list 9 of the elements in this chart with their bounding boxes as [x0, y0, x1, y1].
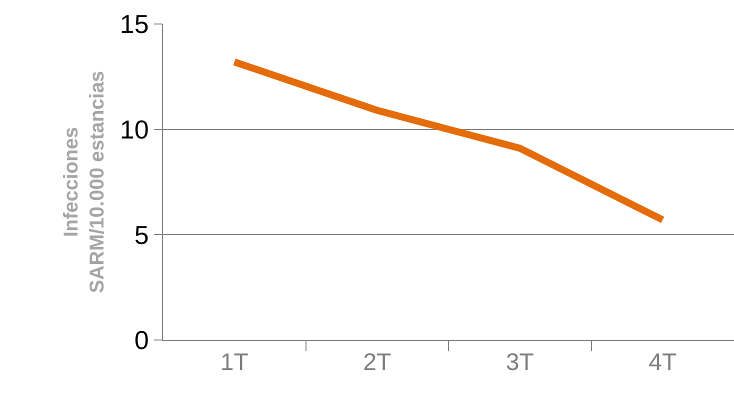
x-tick-label: 3T: [506, 348, 534, 376]
y-tick-label: 15: [120, 9, 149, 40]
y-tick-label: 10: [120, 114, 149, 144]
y-tick-label: 5: [134, 220, 149, 250]
y-tick-label: 0: [134, 325, 149, 356]
x-tick-label: 2T: [363, 348, 392, 376]
y-axis-title: Infecciones SARM/10.000 estancias: [60, 70, 108, 294]
x-tick-label: 1T: [220, 348, 249, 376]
x-tick-label: 4T: [648, 348, 677, 376]
